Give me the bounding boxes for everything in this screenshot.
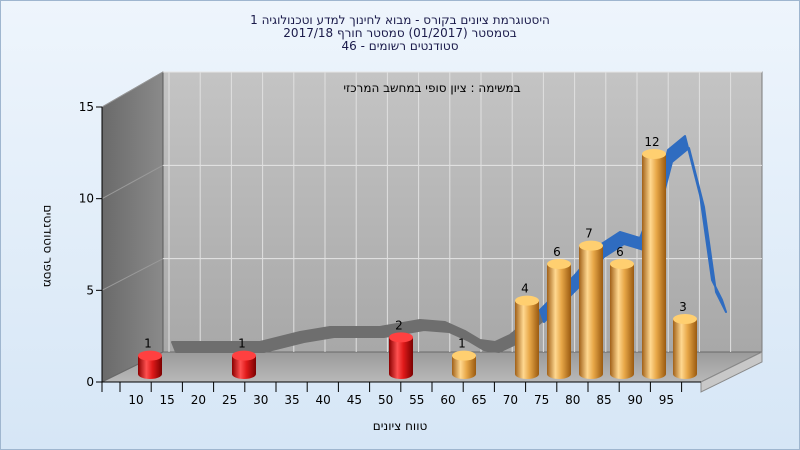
bar-body — [610, 264, 634, 379]
x-tick-label: 90 — [628, 393, 643, 407]
bar-body — [138, 355, 162, 379]
chart-title-line-1: היסטוגרמת ציונים בקורס - מבוא לחינוך למד… — [250, 13, 550, 27]
bar-top — [579, 240, 603, 251]
bar-body — [673, 319, 697, 379]
gridline-left-wall — [101, 71, 164, 108]
bar: 1 — [232, 337, 256, 379]
y-axis-label: מספר סטודנטים — [41, 205, 55, 288]
x-tick-label: 80 — [565, 393, 580, 407]
x-tick-label: 55 — [409, 393, 424, 407]
x-tick-label: 20 — [191, 393, 206, 407]
x-tick-label: 40 — [316, 393, 331, 407]
bar: 6 — [547, 245, 571, 379]
chart-title-line-3: סטודנטים רשומים - 46 — [341, 39, 459, 53]
bar-body — [452, 355, 476, 379]
bar-label: 1 — [144, 337, 152, 351]
x-axis: 10 15 20 25 30 35 40 45 50 55 60 65 70 75 80 85 90 95 — [102, 381, 701, 407]
bar-label: 3 — [679, 300, 687, 314]
bar-top — [642, 149, 666, 159]
bar-top — [389, 332, 413, 343]
bar: 3 — [673, 300, 697, 379]
x-tick-label: 85 — [596, 393, 611, 407]
bar-top — [452, 350, 476, 361]
x-tick-label: 45 — [347, 393, 362, 407]
bar-top — [515, 295, 539, 306]
bar-label: 2 — [395, 318, 403, 332]
y-tick-label: 10 — [79, 192, 94, 206]
bar-label: 1 — [458, 337, 466, 351]
left-wall — [101, 71, 164, 383]
gridlines-left-wall — [101, 71, 164, 291]
x-axis-label: טווח ציונים — [373, 419, 428, 433]
x-tick-label: 10 — [128, 393, 143, 407]
bar-top — [547, 259, 571, 269]
x-tick-label: 95 — [659, 393, 674, 407]
bar-label: 12 — [644, 135, 659, 149]
gridlines — [163, 71, 762, 352]
bar-body — [642, 154, 666, 379]
bar: 12 — [642, 135, 666, 379]
x-tick-label: 30 — [253, 393, 268, 407]
x-tick-label: 75 — [534, 393, 549, 407]
bar-top — [138, 350, 162, 361]
chart-annotation: במשימה : ציון סופי במחשב המרכזי — [343, 81, 520, 95]
bar: 7 — [579, 227, 603, 379]
x-tick-label: 35 — [284, 393, 299, 407]
bar-body — [547, 264, 571, 379]
gridline-left-wall — [101, 164, 164, 200]
bar-top — [610, 259, 634, 269]
x-tick-label: 50 — [378, 393, 393, 407]
x-tick-label: 70 — [503, 393, 518, 407]
bar-top — [232, 350, 256, 361]
bar: 2 — [389, 318, 413, 379]
x-tick-label: 25 — [222, 393, 237, 407]
bar-body — [515, 300, 539, 379]
bar-label: 6 — [616, 245, 624, 259]
bar-label: 4 — [521, 282, 529, 296]
y-axis: 0 5 10 15 — [79, 100, 103, 392]
gridline-left-wall — [101, 258, 164, 291]
bar: 4 — [515, 282, 539, 379]
x-tick-label: 15 — [160, 393, 175, 407]
x-tick-label: 65 — [472, 393, 487, 407]
chart-title-line-2: בסמסטר (01/2017) סמסטר חורף 2017/18 — [283, 26, 517, 40]
y-tick-label: 5 — [86, 283, 94, 297]
bar: 1 — [452, 337, 476, 379]
bar-label: 7 — [585, 227, 593, 241]
right-edge — [700, 351, 763, 393]
bar-body — [389, 337, 413, 379]
back-wall — [162, 71, 763, 353]
y-tick-label: 15 — [79, 100, 94, 114]
bar-label: 1 — [238, 337, 246, 351]
bar-body — [232, 355, 256, 379]
bar: 1 — [138, 337, 162, 379]
bar-label: 6 — [553, 245, 561, 259]
y-tick-label: 0 — [86, 375, 94, 389]
bar-body — [579, 245, 603, 379]
bar-top — [673, 314, 697, 324]
x-tick-label: 60 — [440, 393, 455, 407]
bar: 6 — [610, 245, 634, 379]
